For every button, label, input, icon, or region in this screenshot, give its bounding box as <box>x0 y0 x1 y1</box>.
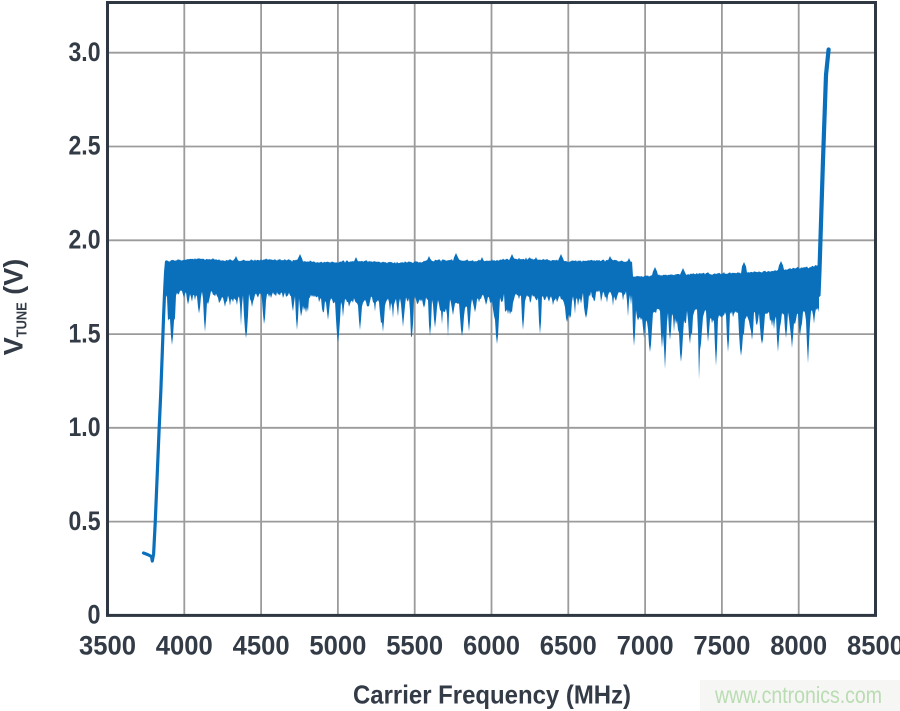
svg-text:Carrier Frequency (MHz): Carrier Frequency (MHz) <box>353 680 631 710</box>
svg-text:2.5: 2.5 <box>69 131 101 161</box>
svg-text:6500: 6500 <box>540 630 597 660</box>
svg-text:8000: 8000 <box>770 630 827 660</box>
svg-text:0: 0 <box>88 599 101 629</box>
svg-text:www.cntronics.com: www.cntronics.com <box>714 682 882 708</box>
svg-text:2.0: 2.0 <box>69 225 101 255</box>
svg-text:6000: 6000 <box>463 630 520 660</box>
svg-text:1.5: 1.5 <box>69 318 101 348</box>
svg-text:8500: 8500 <box>847 630 900 660</box>
svg-text:VTUNE (V): VTUNE (V) <box>0 259 31 356</box>
svg-text:7500: 7500 <box>693 630 750 660</box>
svg-text:7000: 7000 <box>617 630 674 660</box>
svg-text:5000: 5000 <box>309 630 366 660</box>
svg-text:4000: 4000 <box>156 630 213 660</box>
svg-text:3.0: 3.0 <box>69 37 101 67</box>
svg-text:1.0: 1.0 <box>69 412 101 442</box>
svg-text:3500: 3500 <box>79 630 136 660</box>
svg-text:4500: 4500 <box>233 630 290 660</box>
svg-text:5500: 5500 <box>386 630 443 660</box>
svg-text:0.5: 0.5 <box>69 506 101 536</box>
